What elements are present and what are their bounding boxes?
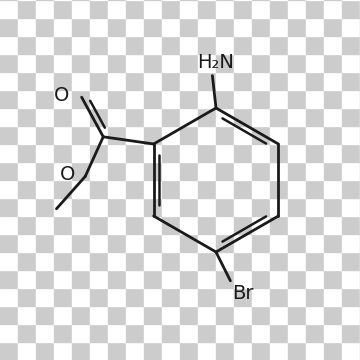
Text: O: O	[54, 86, 69, 105]
Text: Br: Br	[232, 284, 254, 303]
Text: O: O	[60, 165, 75, 184]
Text: H₂N: H₂N	[198, 53, 234, 72]
